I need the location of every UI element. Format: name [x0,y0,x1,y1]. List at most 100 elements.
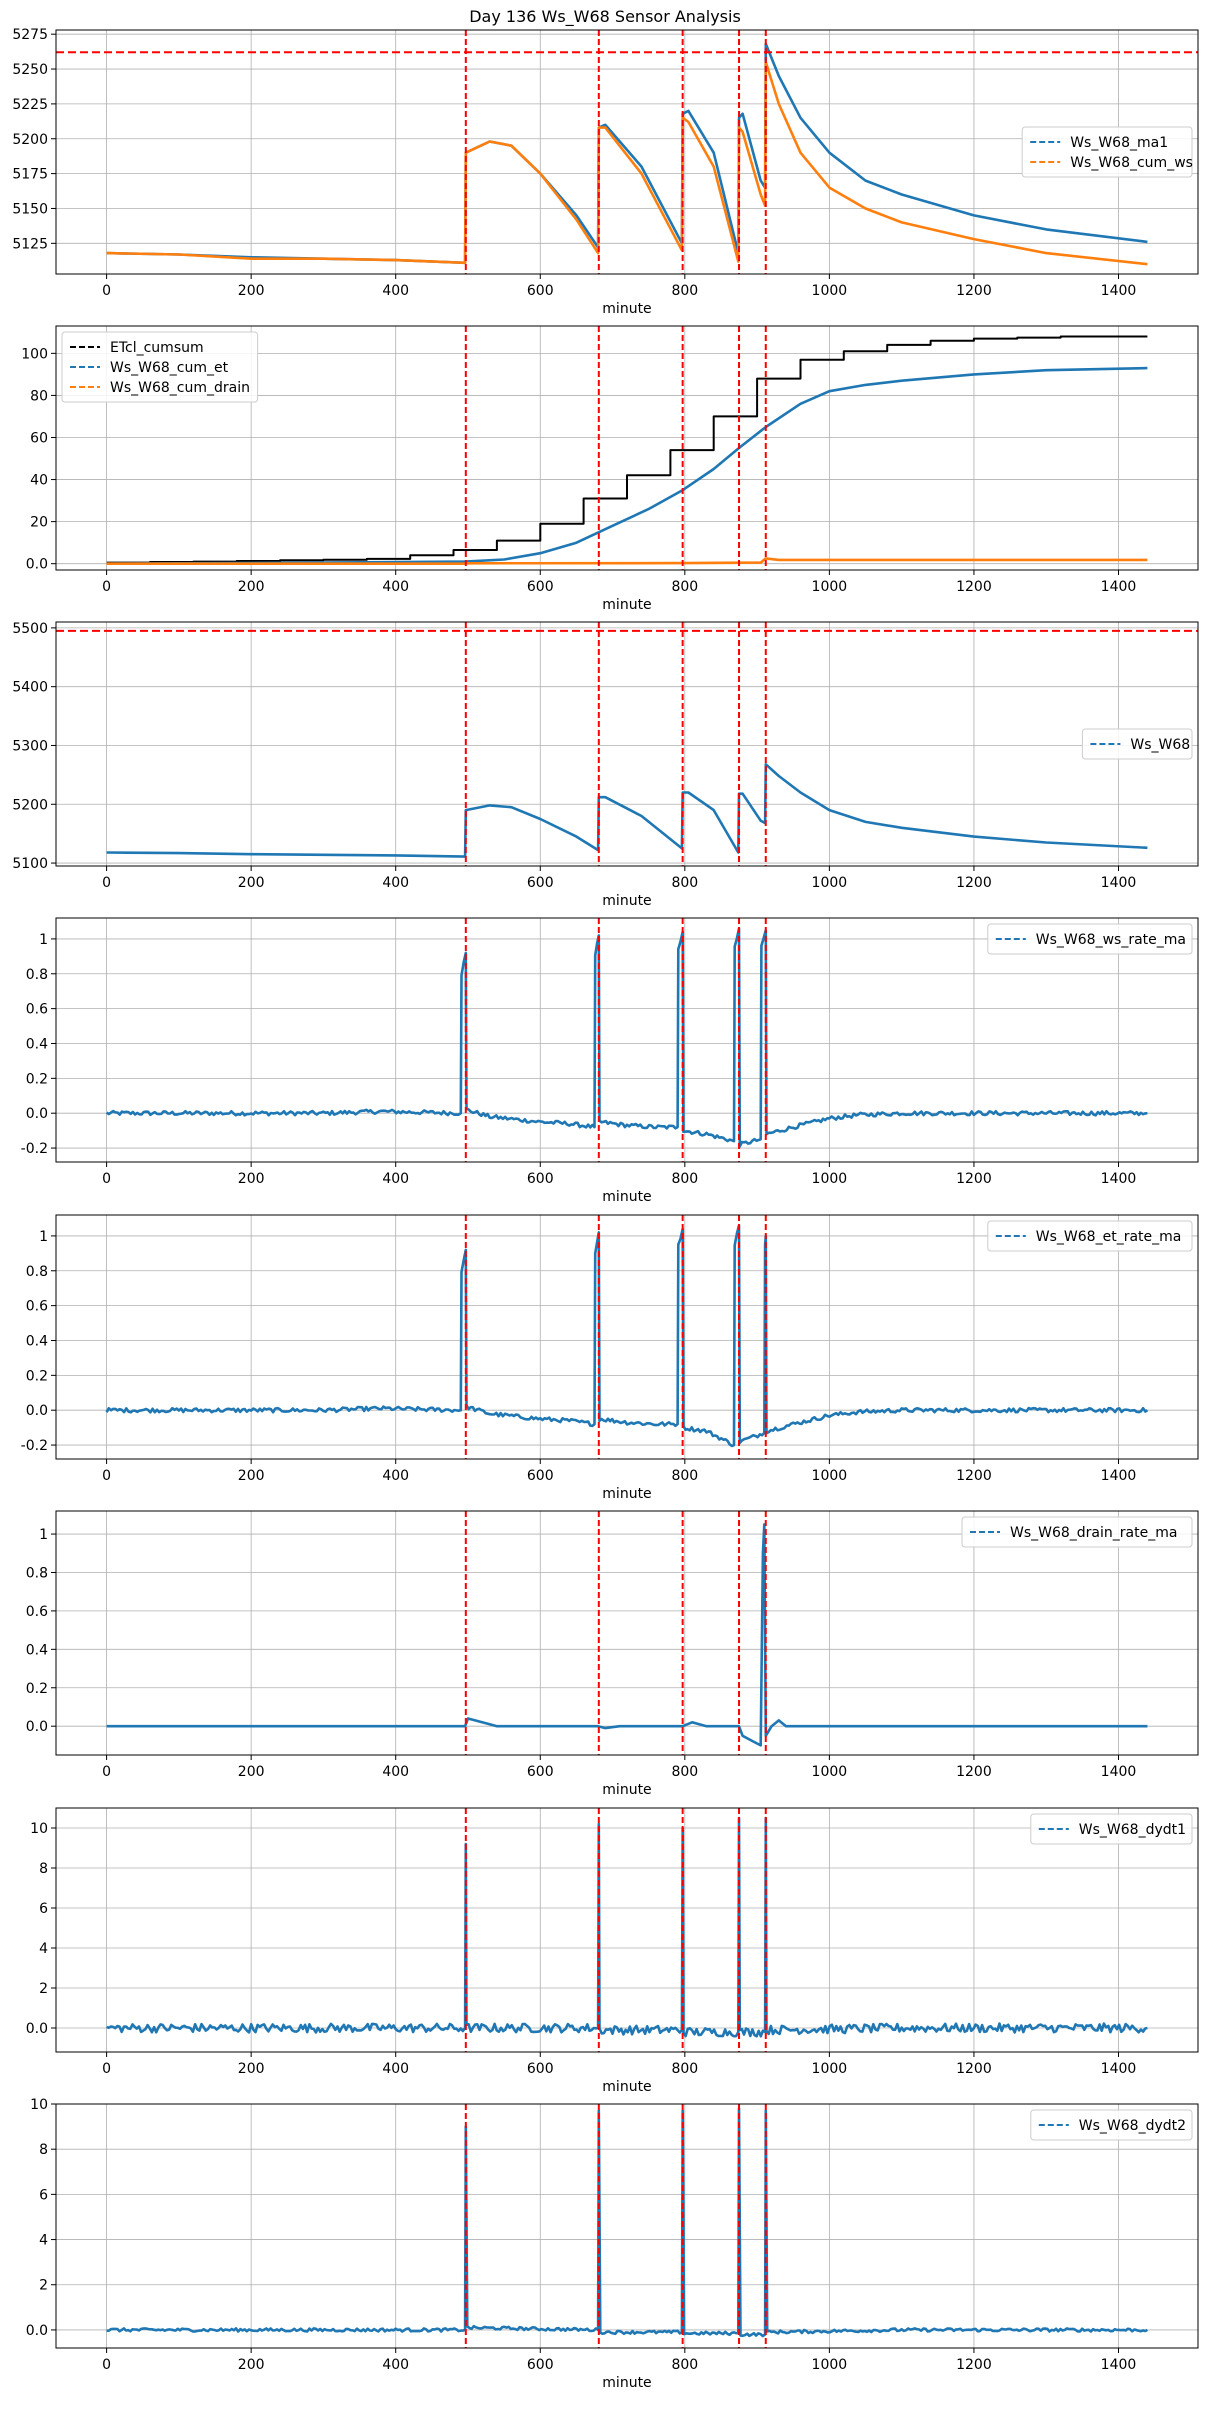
x-tick-label: 1000 [812,283,848,299]
x-tick-label: 1400 [1101,1171,1137,1187]
legend: Ws_W68_ws_rate_ma [987,923,1193,955]
axes-frame [55,29,1199,275]
x-tick-label: 0 [102,875,111,891]
series-line-Ws_W68_et_rate_ma [105,1224,1149,1448]
y-tick-label: 6 [39,2187,48,2203]
legend-label: Ws_W68_cum_drain [110,380,250,396]
x-tick-label: 400 [382,283,409,299]
y-tick-label: 4 [39,2233,48,2249]
plot-area [106,1816,1148,2038]
x-tick-label: 1200 [956,283,992,299]
y-tick-label: 0.8 [26,1565,48,1581]
x-tick-label: 800 [671,1764,698,1780]
y-tick-label: 8 [39,2142,48,2158]
y-tick-label: 0.0 [26,2021,48,2037]
x-tick-label: 800 [671,1468,698,1484]
x-axis-label: minute [602,597,651,613]
x-tick-label: 1400 [1101,283,1137,299]
x-tick-label: 0 [102,283,111,299]
x-tick-label: 1400 [1101,579,1137,595]
y-tick-label: 5200 [12,132,48,148]
x-tick-label: 1000 [812,2061,848,2077]
y-tick-label: 5400 [12,680,48,696]
y-tick-label: 5250 [12,62,48,78]
x-tick-label: 1200 [956,875,992,891]
legend: Ws_W68_et_rate_ma [987,1220,1193,1252]
x-tick-label: 0 [102,1468,111,1484]
y-tick-label: 1 [39,932,48,948]
x-tick-label: 200 [238,875,265,891]
x-tick-label: 600 [527,2061,554,2077]
y-tick-label: 0.6 [26,1002,48,1018]
y-tick-label: 0.2 [26,1681,48,1697]
y-tick-label: 0.0 [26,557,48,573]
x-tick-label: 400 [382,875,409,891]
legend-label: Ws_W68_ma1 [1070,135,1168,151]
plot-area [105,1224,1149,1448]
y-tick-label: 0.0 [26,1403,48,1419]
legend-label: Ws_W68 [1130,737,1190,753]
axes-frame [55,1510,1199,1756]
x-tick-label: 1400 [1101,2061,1137,2077]
legend-box [61,331,259,403]
x-tick-label: 400 [382,1764,409,1780]
x-tick-label: 0 [102,1764,111,1780]
series-line-Ws_W68_cum_et [106,366,1148,565]
y-tick-label: 20 [30,515,48,531]
y-tick-label: -0.2 [21,1438,48,1454]
y-tick-label: 1 [39,1527,48,1543]
x-tick-label: 1400 [1101,1468,1137,1484]
y-tick-label: 5100 [12,856,48,872]
y-tick-label: 80 [30,388,48,404]
legend-label: Ws_W68_ws_rate_ma [1036,932,1186,948]
legend-box [987,923,1193,955]
x-tick-label: 1000 [812,875,848,891]
x-tick-label: 1000 [812,2357,848,2373]
y-tick-label: 2 [39,1981,48,1997]
panel-7: 0 200 400 600 800 1000 1200 1400 0.0 2 4 6 8 10 minute… [26,1807,1199,2095]
panel-8: 0 200 400 600 800 1000 1200 1400 0.0 2 4 6 8 10 minute… [26,2097,1199,2391]
series-line-Ws_W68_dydt1 [106,1816,1148,2038]
x-tick-label: 400 [382,2061,409,2077]
legend: Ws_W68_ma1 Ws_W68_cum_ws [1021,126,1193,178]
x-tick-label: 600 [527,1764,554,1780]
y-tick-label: 5150 [12,201,48,217]
legend: Ws_W68 [1081,728,1193,760]
plot-area [106,1523,1148,1747]
series-line-Ws_W68_cum_ws [106,60,1148,266]
plot-area [106,335,1148,565]
y-tick-label: 40 [30,473,48,489]
y-tick-label: 5300 [12,738,48,754]
axes-frame [55,325,1199,571]
legend-box [1021,126,1193,178]
y-tick-label: 0.6 [26,1299,48,1315]
x-tick-label: 1400 [1101,1764,1137,1780]
legend: ETcl_cumsum Ws_W68_cum_et Ws_W68_cum_drain [61,331,259,403]
y-tick-label: 5175 [12,167,48,183]
y-tick-label: 10 [30,1821,48,1837]
x-tick-label: 400 [382,579,409,595]
legend-label: Ws_W68_drain_rate_ma [1010,1525,1177,1541]
legend-box [1081,728,1193,760]
x-tick-label: 400 [382,1171,409,1187]
x-tick-label: 200 [238,1468,265,1484]
y-tick-label: 8 [39,1861,48,1877]
legend-box [987,1220,1193,1252]
legend-box [1030,1813,1193,1845]
y-tick-label: 0.2 [26,1071,48,1087]
x-tick-label: 600 [527,579,554,595]
x-axis-label: minute [602,301,651,317]
y-tick-label: 1 [39,1229,48,1245]
y-tick-label: 0.8 [26,1264,48,1280]
axes-frame [55,917,1199,1163]
panel-4: 0 200 400 600 800 1000 1200 1400 -0.2 0.0 0.2 0.4 0.… [21,917,1199,1205]
x-tick-label: 800 [671,579,698,595]
x-tick-label: 600 [527,875,554,891]
legend-box [1030,2109,1193,2141]
x-tick-label: 600 [527,1171,554,1187]
x-tick-label: 200 [238,2357,265,2373]
series-line-Ws_W68_ws_rate_ma [105,927,1148,1148]
x-tick-label: 200 [238,2061,265,2077]
panel-3: 0 200 400 600 800 1000 1200 1400 5100 5200 5300 540… [12,621,1199,909]
